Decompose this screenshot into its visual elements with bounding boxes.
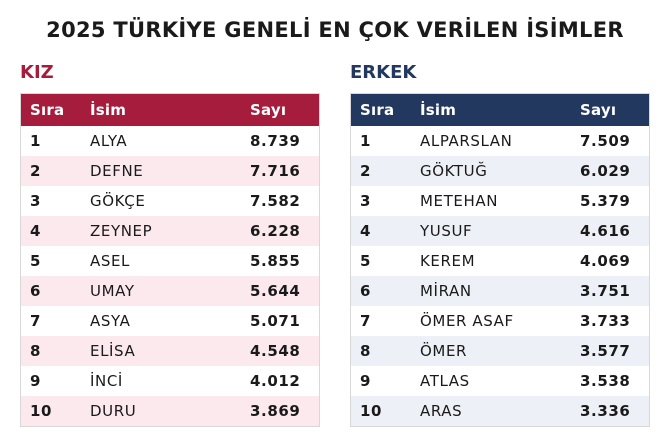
table-row: 7 ASYA 5.071 — [21, 306, 319, 336]
cell: 8 — [360, 342, 372, 360]
cell: 7.509 — [580, 132, 631, 150]
cell: 9 — [360, 372, 372, 390]
cell: METEHAN — [420, 192, 499, 210]
table-label: KIZ — [20, 62, 54, 83]
cell: ALYA — [90, 132, 128, 150]
cell: 2 — [30, 162, 42, 180]
table-header: Sıra İsim Sayı — [21, 94, 319, 126]
cell: ÖMER — [420, 342, 468, 360]
table-row: 7 ÖMER ASAF 3.733 — [351, 306, 649, 336]
cell: 7 — [30, 312, 42, 330]
table-row: 4 YUSUF 4.616 — [351, 216, 649, 246]
table-row: 5 KEREM 4.069 — [351, 246, 649, 276]
cell: İNCİ — [90, 372, 123, 390]
cell: 3 — [360, 192, 372, 210]
cell: ZEYNEP — [90, 222, 153, 240]
cell: 3 — [30, 192, 42, 210]
cell: 4 — [360, 222, 372, 240]
cell: ELİSA — [90, 342, 136, 360]
cell: 2 — [360, 162, 372, 180]
cell: 6.029 — [580, 162, 631, 180]
cell: ATLAS — [420, 372, 470, 390]
cell: YUSUF — [420, 222, 473, 240]
cell: 3.538 — [580, 372, 631, 390]
table-row: 3 GÖKÇE 7.582 — [21, 186, 319, 216]
cell: 1 — [30, 132, 42, 150]
cell: 10 — [360, 402, 383, 420]
cell: 5.855 — [250, 252, 301, 270]
cell: 5 — [30, 252, 42, 270]
table-row: 1 ALYA 8.739 — [21, 126, 319, 156]
cell: 4.012 — [250, 372, 301, 390]
cell: ÖMER ASAF — [420, 312, 514, 330]
table-header: Sıra İsim Sayı — [351, 94, 649, 126]
header-cell: İsim — [90, 101, 127, 119]
cell: DURU — [90, 402, 137, 420]
table-row: 10 ARAS 3.336 — [351, 396, 649, 426]
cell: GÖKTUĞ — [420, 162, 488, 180]
cell: ASYA — [90, 312, 131, 330]
header-cell: Sıra — [360, 101, 395, 119]
cell: 7 — [360, 312, 372, 330]
cell: UMAY — [90, 282, 135, 300]
header-cell: Sayı — [580, 101, 617, 119]
table-row: 3 METEHAN 5.379 — [351, 186, 649, 216]
table-row: 1 ALPARSLAN 7.509 — [351, 126, 649, 156]
cell: ALPARSLAN — [420, 132, 513, 150]
cell: ASEL — [90, 252, 131, 270]
cell: 6.228 — [250, 222, 301, 240]
cell: 5.644 — [250, 282, 301, 300]
cell: 3.751 — [580, 282, 631, 300]
table: Sıra İsim Sayı 1 ALPARSLAN 7.509 2 GÖKTUĞ 6.029 3… — [350, 93, 650, 427]
cell: 3.869 — [250, 402, 301, 420]
header-cell: Sıra — [30, 101, 65, 119]
cell: GÖKÇE — [90, 192, 146, 210]
cell: 3.733 — [580, 312, 631, 330]
cell: 4 — [30, 222, 42, 240]
table-row: 10 DURU 3.869 — [21, 396, 319, 426]
cell: ARAS — [420, 402, 463, 420]
cell: 8 — [30, 342, 42, 360]
table-row: 9 İNCİ 4.012 — [21, 366, 319, 396]
cell: 5.379 — [580, 192, 631, 210]
cell: 7.582 — [250, 192, 301, 210]
cell: 7.716 — [250, 162, 301, 180]
cell: 4.548 — [250, 342, 301, 360]
cell: 6 — [360, 282, 372, 300]
table-label: ERKEK — [350, 62, 417, 83]
table-row: 8 ELİSA 4.548 — [21, 336, 319, 366]
cell: 6 — [30, 282, 42, 300]
table-row: 5 ASEL 5.855 — [21, 246, 319, 276]
cell: 4.069 — [580, 252, 631, 270]
cell: KEREM — [420, 252, 476, 270]
header-cell: Sayı — [250, 101, 287, 119]
cell: DEFNE — [90, 162, 144, 180]
cell: MİRAN — [420, 282, 472, 300]
cell: 1 — [360, 132, 372, 150]
table-row: 6 MİRAN 3.751 — [351, 276, 649, 306]
header-cell: İsim — [420, 101, 457, 119]
cell: 10 — [30, 402, 53, 420]
table-row: 9 ATLAS 3.538 — [351, 366, 649, 396]
table-row: 2 DEFNE 7.716 — [21, 156, 319, 186]
page-title: 2025 TÜRKİYE GENELİ EN ÇOK VERİLEN İSİML… — [46, 18, 624, 42]
cell: 5.071 — [250, 312, 301, 330]
cell: 5 — [360, 252, 372, 270]
cell: 4.616 — [580, 222, 631, 240]
table-row: 4 ZEYNEP 6.228 — [21, 216, 319, 246]
table-row: 6 UMAY 5.644 — [21, 276, 319, 306]
cell: 9 — [30, 372, 42, 390]
table-row: 8 ÖMER 3.577 — [351, 336, 649, 366]
table: Sıra İsim Sayı 1 ALYA 8.739 2 DEFNE 7.716 3 GÖKÇE 7… — [20, 93, 320, 427]
cell: 3.577 — [580, 342, 631, 360]
cell: 3.336 — [580, 402, 631, 420]
table-row: 2 GÖKTUĞ 6.029 — [351, 156, 649, 186]
cell: 8.739 — [250, 132, 301, 150]
